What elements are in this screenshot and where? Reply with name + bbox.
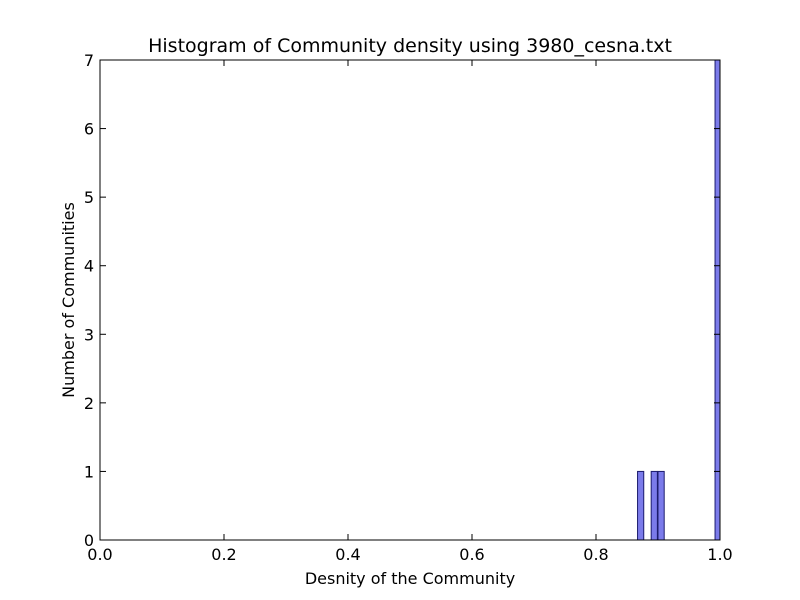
x-tick-label-4: 0.8 — [583, 545, 608, 564]
y-tick-label-4: 4 — [84, 257, 94, 276]
plot-frame — [99, 59, 721, 541]
x-tick-label-2: 0.4 — [335, 545, 360, 564]
y-tick-label-1: 1 — [84, 462, 94, 481]
histogram-bar-2 — [657, 470, 665, 541]
x-tick-label-1: 0.2 — [211, 545, 236, 564]
y-tick-label-3: 3 — [84, 325, 94, 344]
x-tick-label-0: 0.0 — [87, 545, 112, 564]
x-tick-label-5: 1.0 — [707, 545, 732, 564]
histogram-bar-1 — [650, 470, 658, 541]
y-axis-label: Number of Communities — [59, 202, 78, 398]
ticks-group: 0.0 0.2 0.4 0.6 0.8 1.0 0 1 2 3 4 5 6 7 — [84, 51, 733, 564]
x-tick-label-3: 0.6 — [459, 545, 484, 564]
y-tick-label-6: 6 — [84, 120, 94, 139]
x-axis-label: Desnity of the Community — [305, 569, 515, 588]
y-tick-label-5: 5 — [84, 188, 94, 207]
y-tick-label-2: 2 — [84, 394, 94, 413]
y-tick-label-0: 0 — [84, 531, 94, 550]
chart-title: Histogram of Community density using 398… — [148, 35, 672, 57]
histogram-bar-0 — [637, 470, 645, 541]
y-tick-label-7: 7 — [84, 51, 94, 70]
histogram-bar-3 — [714, 59, 721, 541]
